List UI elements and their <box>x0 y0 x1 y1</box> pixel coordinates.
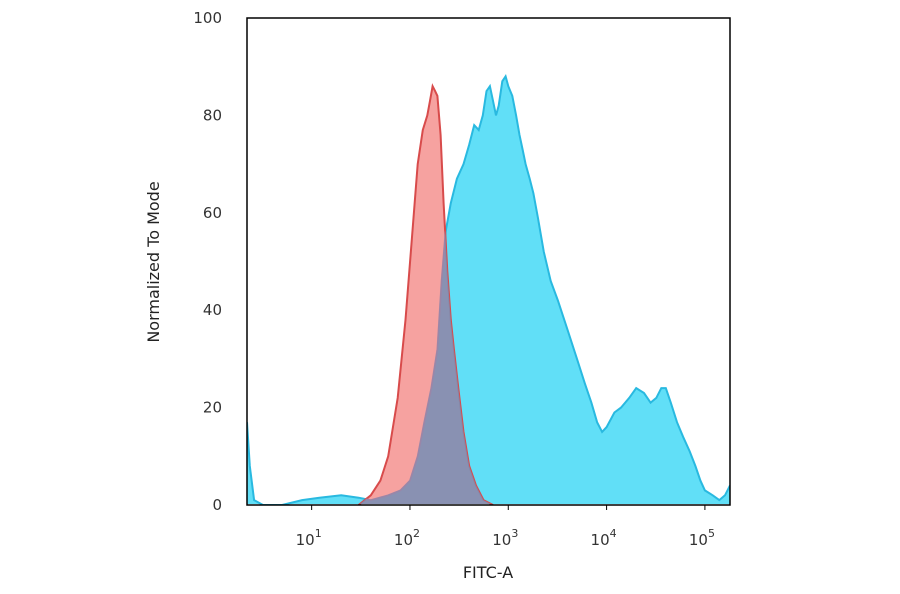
x-tick-label: 105 <box>689 527 715 549</box>
y-tick-label: 20 <box>203 399 222 417</box>
x-tick-label: 102 <box>394 527 420 549</box>
plot-area <box>247 74 730 505</box>
y-axis-title: Normalized To Mode <box>144 181 163 342</box>
y-axis-ticks: 0 20 40 60 80 100 <box>193 9 222 514</box>
x-tick-label: 104 <box>591 527 617 549</box>
x-axis-title: FITC-A <box>463 563 513 582</box>
overlap-line <box>358 86 493 505</box>
y-tick-label: 60 <box>203 204 222 222</box>
x-tick-label: 101 <box>296 527 322 549</box>
y-tick-label: 100 <box>193 9 222 27</box>
y-tick-label: 40 <box>203 301 222 319</box>
x-tick-label: 103 <box>492 527 518 549</box>
plot-frame <box>246 17 731 506</box>
x-axis-ticks: 101 102 103 104 105 <box>296 505 715 549</box>
series-2-area <box>247 76 730 505</box>
y-tick-label: 0 <box>212 496 222 514</box>
y-tick-label: 80 <box>203 106 222 124</box>
series-layer <box>247 74 730 505</box>
